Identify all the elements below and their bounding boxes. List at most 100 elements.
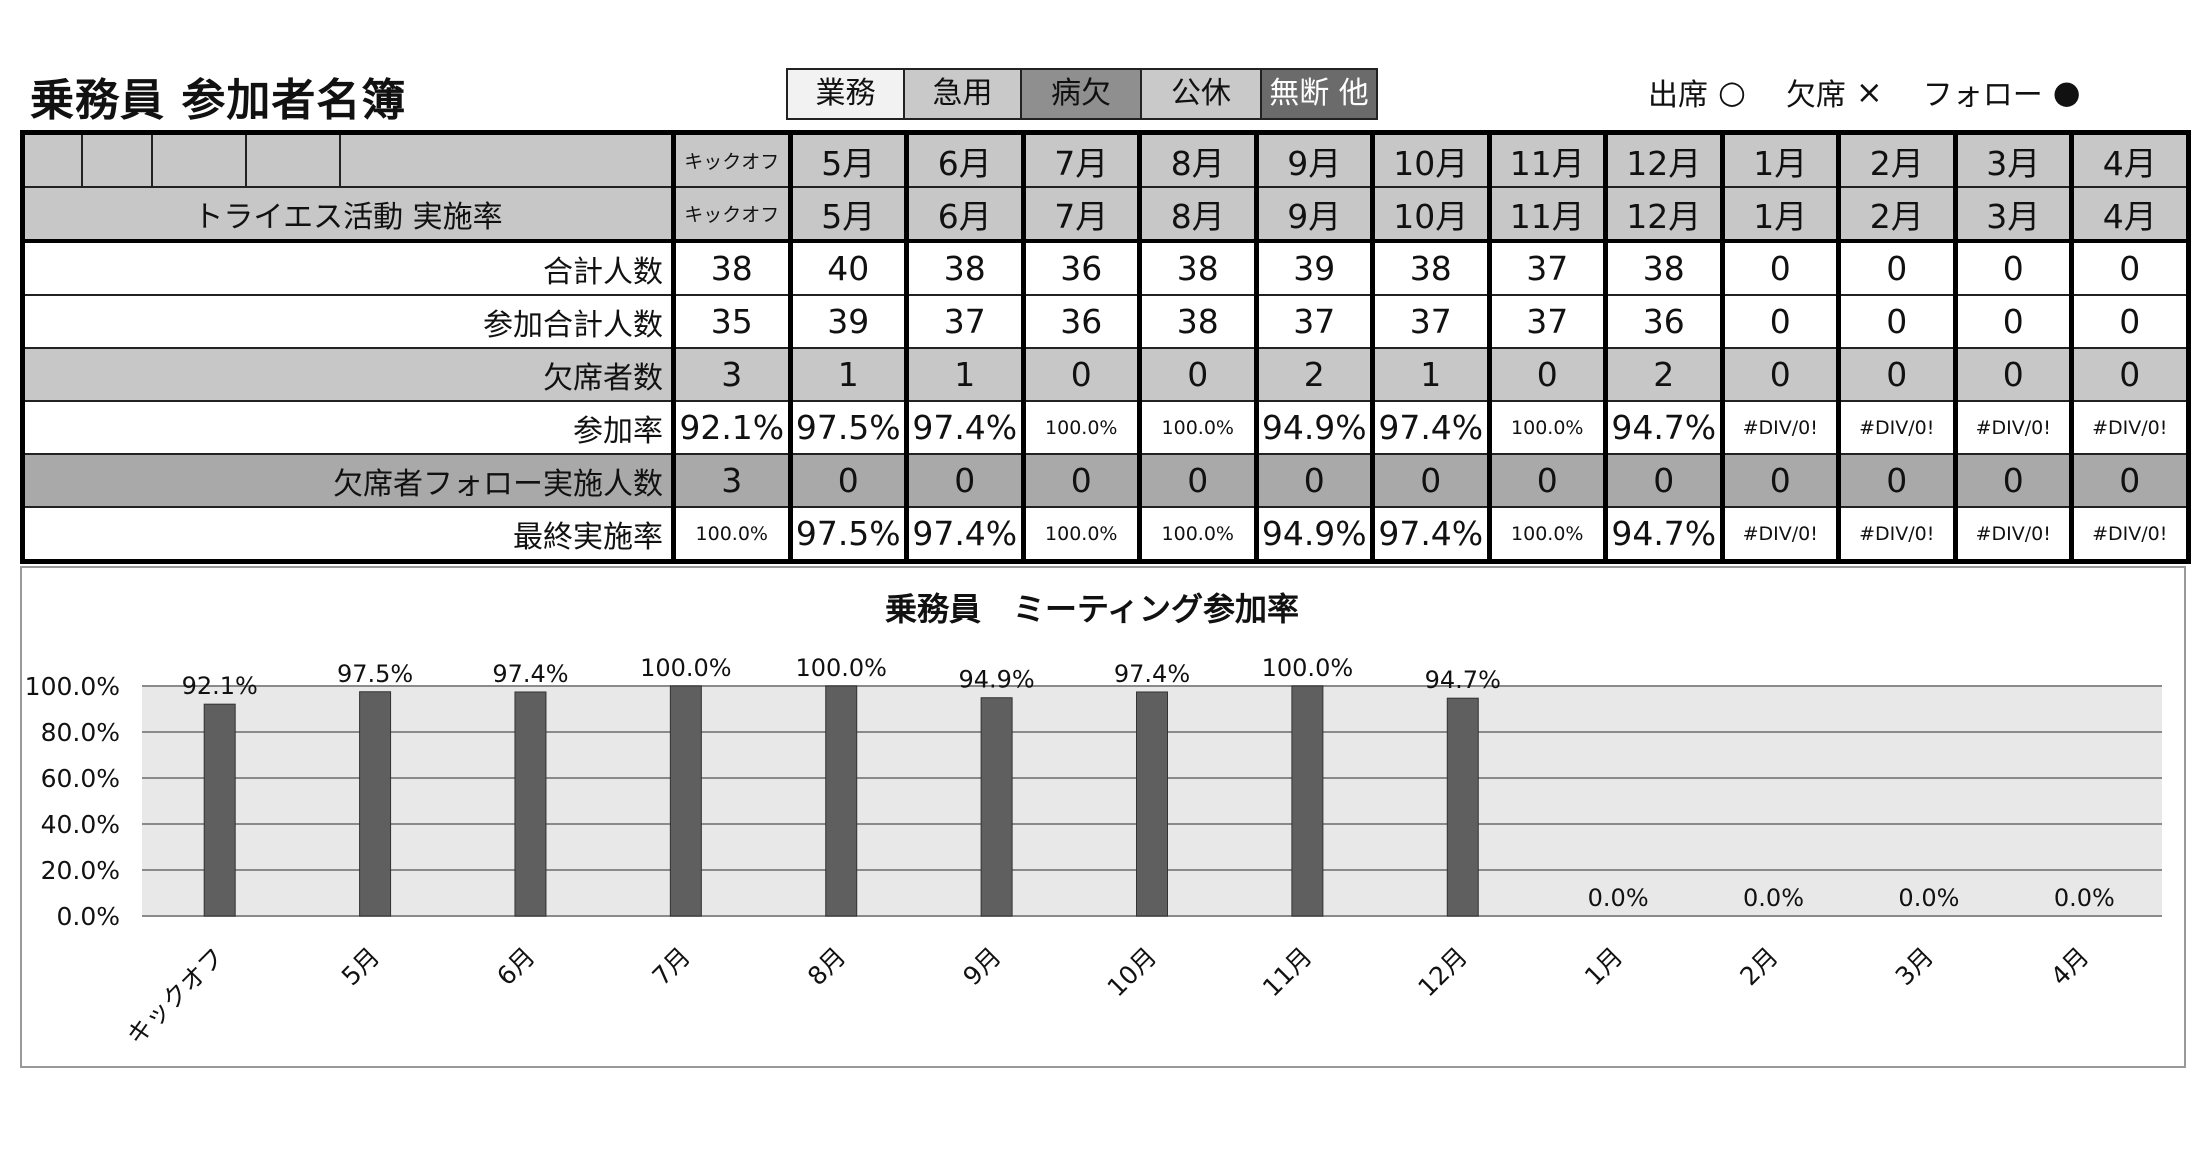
column-header: 2月 (1836, 131, 1956, 188)
column-header: 2月 (1836, 186, 1956, 243)
table-cell: 100.0% (1137, 506, 1257, 563)
table-cell: 0 (787, 453, 908, 508)
table-row: 参加率 92.1% 97.5% 97.4% 100.0% 100.0% 94.9% 97.4%… (21, 400, 2189, 455)
x-tick-label: 6月 (491, 942, 540, 991)
header-subdivisions (25, 135, 671, 186)
y-tick-label: 0.0% (56, 902, 120, 931)
participation-chart: 0.0% 20.0% 40.0% 60.0% 80.0% 100.0% 乗務員 ミーティング… (20, 566, 2186, 1068)
mark-label: 出席 (1648, 78, 1708, 113)
table-cell: 35 (671, 294, 791, 349)
data-label: 97.5% (337, 660, 413, 688)
x-tick-label: 9月 (957, 942, 1006, 991)
header-subcell (83, 135, 153, 186)
column-header: 7月 (1020, 131, 1141, 188)
column-header: 9月 (1253, 131, 1374, 188)
table-cell: 94.9% (1253, 400, 1374, 455)
table-cell: 40 (787, 240, 908, 296)
table-cell: 0 (1836, 453, 1956, 508)
column-header: 12月 (1603, 131, 1723, 188)
bar (359, 691, 392, 917)
legend-box: 業務 (788, 70, 905, 118)
table-cell: 0 (1719, 347, 1840, 402)
mark-legend-item: フォロー ● (1923, 70, 2081, 114)
data-label: 0.0% (1743, 884, 1804, 912)
chart-title: 乗務員 ミーティング参加率 (885, 590, 1299, 628)
table-cell: #DIV/0! (1952, 400, 2073, 455)
table-cell: 97.4% (904, 400, 1024, 455)
data-label: 97.4% (1114, 660, 1190, 688)
table-cell: 37 (1370, 294, 1490, 349)
table-cell: 37 (1486, 240, 1607, 296)
attendance-marks-legend: 出席 ○ 欠席 × フォロー ● (1648, 70, 2121, 114)
table-cell: 36 (1020, 294, 1141, 349)
table-cell: 38 (1137, 240, 1257, 296)
x-tick-label: 3月 (1890, 942, 1939, 991)
table-cell: 0 (1952, 294, 2073, 349)
column-header: 8月 (1137, 186, 1257, 243)
x-tick-label: 5月 (336, 942, 385, 991)
header-row-months: キックオフ 5月 6月 7月 8月 9月 10月 11月 12月 1月 2月 3月 4月 (21, 131, 2189, 188)
column-header: 6月 (904, 131, 1024, 188)
table-cell: 92.1% (671, 400, 791, 455)
table-cell: 0 (1137, 453, 1257, 508)
column-header: 5月 (787, 186, 908, 243)
bar (980, 697, 1013, 917)
table-row: 合計人数 38 40 38 36 38 39 38 37 38 0 0 0 0 (21, 240, 2189, 296)
data-label: 97.4% (492, 660, 568, 688)
table-cell: 100.0% (1486, 506, 1607, 563)
table-cell: 97.4% (1370, 400, 1490, 455)
x-tick-label: キックオフ (121, 942, 230, 1051)
table-cell: 1 (904, 347, 1024, 402)
legend-box: 病欠 (1022, 70, 1142, 118)
mark-legend-item: 欠席 × (1786, 70, 1883, 114)
x-tick-label: 10月 (1102, 942, 1163, 1003)
header-subcell (247, 135, 341, 186)
table-cell: 0 (1020, 347, 1141, 402)
column-header: 12月 (1603, 186, 1723, 243)
data-label: 0.0% (2054, 884, 2115, 912)
column-header: 3月 (1952, 131, 2073, 188)
table-row: 最終実施率 100.0% 97.5% 97.4% 100.0% 100.0% 94.9% 97… (21, 506, 2189, 563)
x-tick-label: 7月 (647, 942, 696, 991)
data-label: 92.1% (182, 672, 258, 700)
table-cell: 0 (904, 453, 1024, 508)
table-cell: 0 (1253, 453, 1374, 508)
data-label: 0.0% (1898, 884, 1959, 912)
column-header: 3月 (1952, 186, 2073, 243)
activity-rate-label: トライエス活動 実施率 (21, 186, 675, 243)
table-cell: 0 (1952, 347, 2073, 402)
table-cell: 0 (1137, 347, 1257, 402)
row-label: 合計人数 (21, 240, 675, 296)
table-row: 欠席者フォロー実施人数 3 0 0 0 0 0 0 0 0 0 0 0 0 (21, 453, 2189, 508)
table-cell: #DIV/0! (1836, 506, 1956, 563)
table-cell: 100.0% (1137, 400, 1257, 455)
mark-label: フォロー (1922, 78, 2043, 113)
table-cell: 1 (1370, 347, 1490, 402)
column-header: 4月 (2069, 131, 2189, 188)
x-tick-label: 4月 (2045, 942, 2094, 991)
row-label: 最終実施率 (21, 506, 675, 563)
table-cell: 39 (787, 294, 908, 349)
mark-label: 欠席 (1785, 78, 1846, 113)
mark-symbol: ○ (1718, 73, 1746, 111)
table-cell: 100.0% (1486, 400, 1607, 455)
table-cell: 0 (1836, 294, 1956, 349)
x-tick-label: 1月 (1579, 942, 1628, 991)
row-label: 欠席者数 (21, 347, 675, 402)
table-cell: 36 (1020, 240, 1141, 296)
table-cell: 100.0% (1020, 400, 1141, 455)
data-label: 94.7% (1425, 666, 1501, 694)
table-cell: 38 (1370, 240, 1490, 296)
table-cell: 0 (2069, 453, 2189, 508)
table-cell: 2 (1253, 347, 1374, 402)
table-cell: 3 (671, 453, 791, 508)
mark-symbol: ● (2052, 73, 2081, 111)
table-cell: 94.7% (1603, 400, 1723, 455)
bar (1291, 685, 1324, 917)
table-cell: 37 (1253, 294, 1374, 349)
row-label: 欠席者フォロー実施人数 (21, 453, 675, 508)
column-header: 8月 (1137, 131, 1257, 188)
table-cell: 0 (1836, 347, 1956, 402)
y-tick-label: 60.0% (41, 764, 120, 793)
bar (669, 685, 702, 917)
